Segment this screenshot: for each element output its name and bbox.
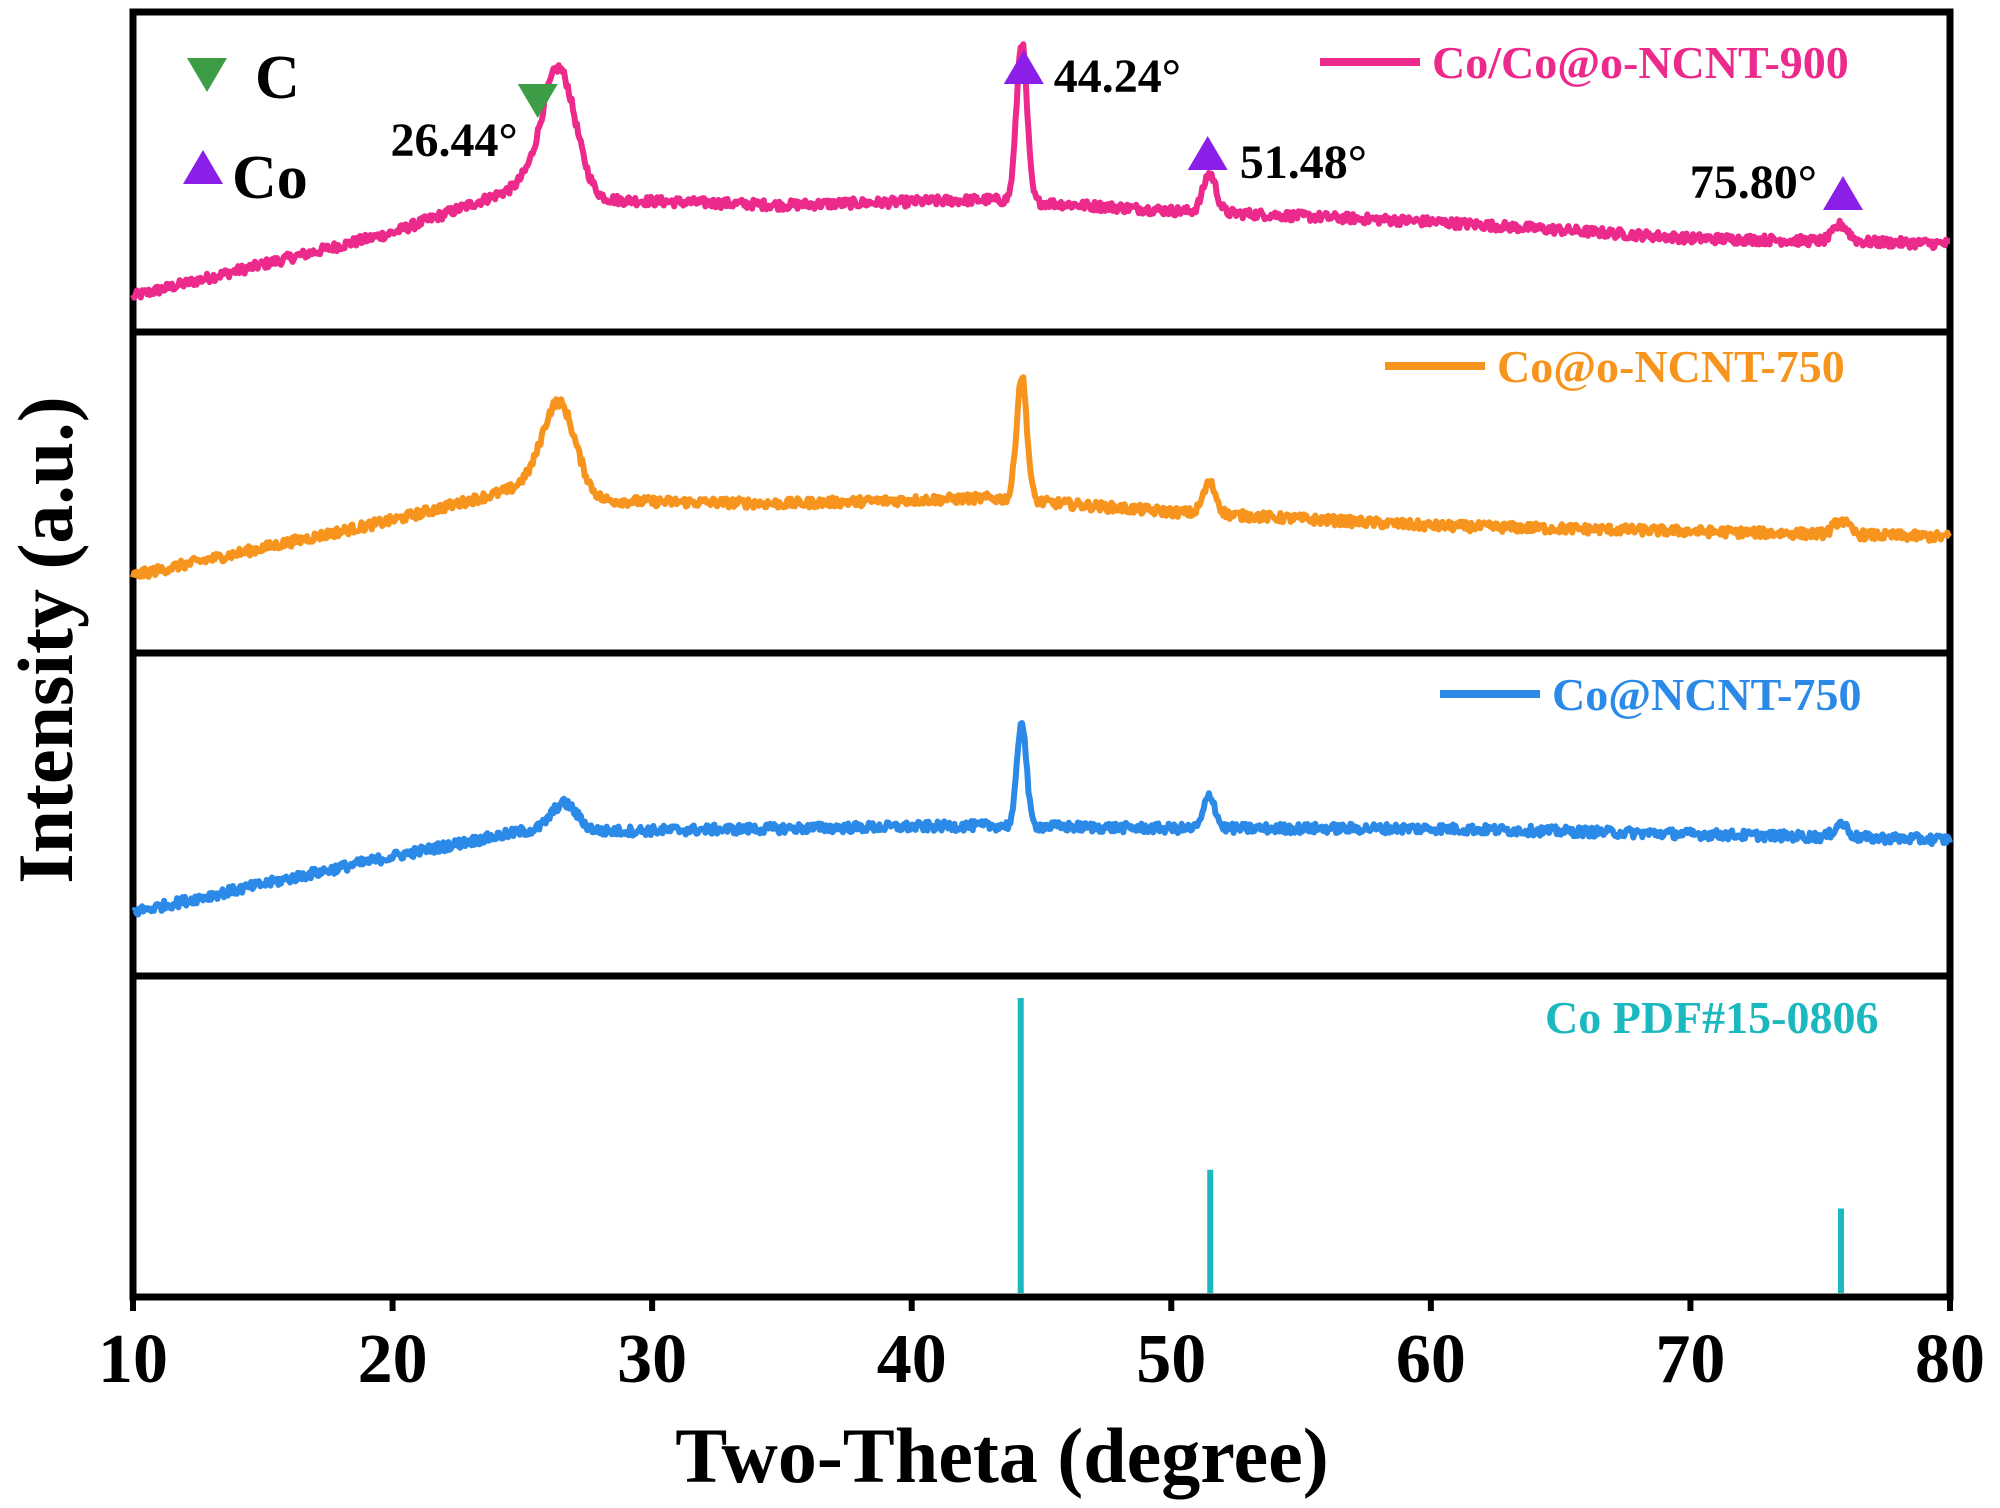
x-tick-label: 50 — [1136, 1321, 1206, 1398]
axis-layer: Two-Theta (degree) Intensity (a.u.) 10 20… — [2, 396, 1985, 1499]
cobalt-marker-icon — [183, 150, 223, 184]
x-tick-label: 60 — [1396, 1321, 1466, 1398]
panel-frame-4 — [129, 972, 1954, 1301]
y-axis-title: Intensity (a.u.) — [2, 396, 89, 884]
peak-label: 75.80° — [1690, 156, 1817, 209]
peak-label: 44.24° — [1054, 50, 1181, 103]
x-axis-title: Two-Theta (degree) — [675, 1412, 1328, 1499]
legend-label: Co@NCNT-750 — [1552, 669, 1861, 720]
series-line-2 — [130, 374, 1952, 580]
peak-label: 51.48° — [1240, 136, 1367, 189]
cobalt-peak-marker-icon — [1003, 50, 1044, 84]
peak-label: 26.44° — [391, 114, 518, 167]
x-tick-label: 20 — [358, 1321, 428, 1398]
legend-label: Co@o-NCNT-750 — [1497, 341, 1845, 392]
series-line-3 — [131, 720, 1953, 918]
panels-group — [129, 8, 1954, 1301]
cobalt-peak-marker-icon — [1822, 176, 1863, 210]
x-tick-label: 70 — [1655, 1321, 1725, 1398]
legend-label: Co/Co@o-NCNT-900 — [1432, 37, 1849, 88]
x-tick-label: 10 — [98, 1321, 168, 1398]
x-tick-label: 80 — [1915, 1321, 1985, 1398]
cobalt-peak-marker-icon — [1187, 136, 1228, 170]
carbon-marker-icon — [187, 58, 227, 92]
series-line-1 — [130, 41, 1952, 301]
series-layer — [130, 41, 1953, 918]
reference-label: Co PDF#15-0806 — [1545, 992, 1878, 1043]
legend-layer: Co/Co@o-NCNT-900 Co@o-NCNT-750 Co@NCNT-750… — [1320, 37, 1878, 1043]
annotation-layer: C Co 26.44° 44.24° 51.48° 75.80° — [183, 44, 1863, 212]
reference-layer — [1017, 998, 1844, 1293]
x-tick-label: 40 — [877, 1321, 947, 1398]
phase-label-c: C — [255, 44, 300, 112]
x-tick-label: 30 — [617, 1321, 687, 1398]
phase-label-co: Co — [232, 144, 308, 212]
carbon-peak-marker-icon — [517, 84, 558, 118]
